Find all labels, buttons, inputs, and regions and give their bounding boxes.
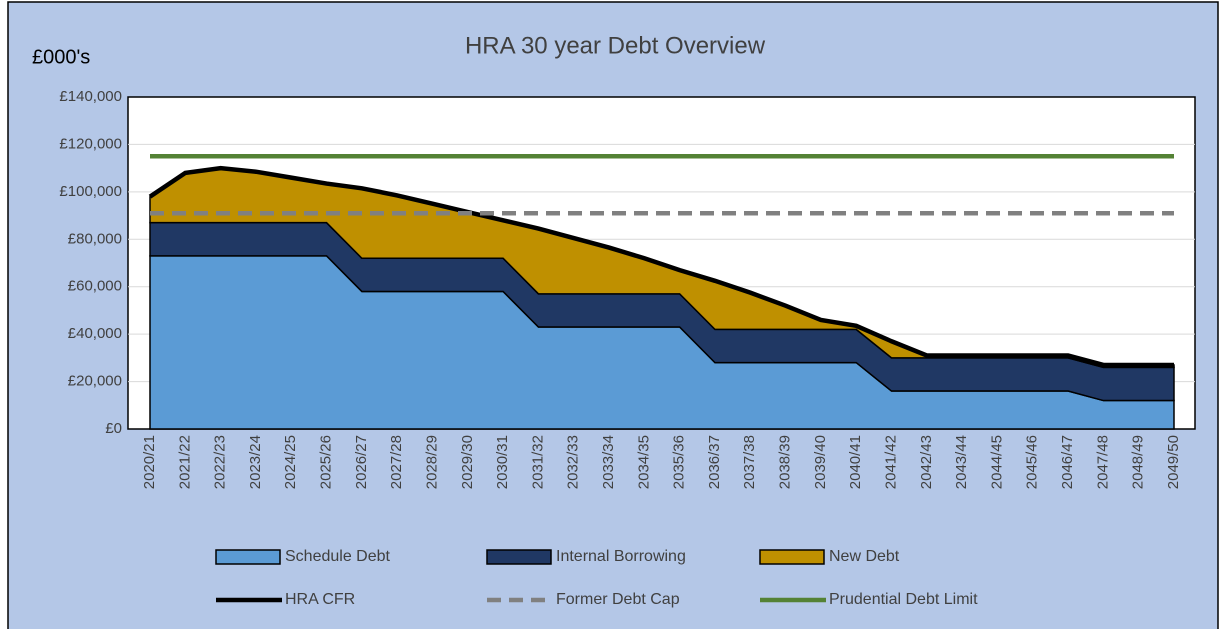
- x-tick-label: 2042/43: [918, 435, 935, 489]
- x-tick-label: 2035/36: [671, 435, 688, 489]
- y-tick-label: £120,000: [59, 135, 122, 152]
- legend-label: HRA CFR: [285, 591, 355, 608]
- x-tick-label: 2027/28: [388, 435, 405, 489]
- x-tick-label: 2026/27: [353, 435, 370, 489]
- x-tick-label: 2031/32: [529, 435, 546, 489]
- legend-label: New Debt: [829, 548, 900, 565]
- legend-label: Schedule Debt: [285, 548, 391, 565]
- x-tick-label: 2040/41: [847, 435, 864, 489]
- y-tick-label: £80,000: [68, 230, 122, 247]
- y-axis-label: £000's: [32, 46, 90, 68]
- x-tick-label: 2038/39: [777, 435, 794, 489]
- y-tick-label: £0: [105, 420, 122, 437]
- x-tick-label: 2036/37: [706, 435, 723, 489]
- x-tick-label: 2020/21: [141, 435, 158, 489]
- x-tick-label: 2049/50: [1165, 435, 1182, 489]
- x-tick-label: 2043/44: [953, 435, 970, 489]
- y-tick-label: £100,000: [59, 183, 122, 200]
- line: [148, 165, 1174, 368]
- x-tick-label: 2045/46: [1024, 435, 1041, 489]
- chart-title: HRA 30 year Debt Overview: [465, 32, 766, 59]
- x-tick-label: 2021/22: [176, 435, 193, 489]
- y-tick-label: £60,000: [68, 278, 122, 295]
- x-tick-label: 2030/31: [494, 435, 511, 489]
- x-tick-label: 2024/25: [282, 435, 299, 489]
- legend-swatch: [486, 549, 552, 565]
- x-tick-label: 2047/48: [1094, 435, 1111, 489]
- y-tick-label: £140,000: [59, 88, 122, 105]
- x-tick-label: 2037/38: [741, 435, 758, 489]
- x-tick-label: 2029/30: [459, 435, 476, 489]
- x-tick-label: 2025/26: [318, 435, 335, 489]
- legend-label: Internal Borrowing: [556, 548, 686, 565]
- x-tick-label: 2033/34: [600, 435, 617, 489]
- legend-label: Former Debt Cap: [556, 591, 680, 608]
- x-tick-label: 2046/47: [1059, 435, 1076, 489]
- x-tick-label: 2048/49: [1130, 435, 1147, 489]
- x-tick-label: 2023/24: [247, 435, 264, 489]
- y-tick-label: £20,000: [68, 373, 122, 390]
- legend-label: Prudential Debt Limit: [829, 591, 978, 608]
- x-tick-label: 2039/40: [812, 435, 829, 489]
- x-tick-label: 2022/23: [212, 435, 229, 489]
- x-tick-label: 2044/45: [988, 435, 1005, 489]
- legend-swatch: [759, 549, 825, 565]
- legend-swatch: [215, 549, 281, 565]
- x-tick-label: 2041/42: [882, 435, 899, 489]
- y-tick-label: £40,000: [68, 325, 122, 342]
- x-tick-label: 2028/29: [423, 435, 440, 489]
- x-tick-label: 2032/33: [565, 435, 582, 489]
- x-tick-label: 2034/35: [635, 435, 652, 489]
